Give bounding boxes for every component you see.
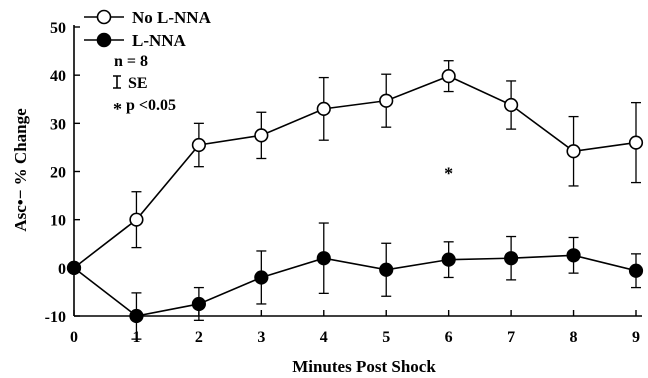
data-point-no-lnna — [628, 135, 644, 150]
y-tick-label: -10 — [45, 309, 66, 326]
data-point-no-lnna — [566, 144, 581, 159]
data-point-no-lnna — [191, 137, 206, 153]
x-tick-label: 7 — [507, 329, 515, 346]
significance-label: p <0.05 — [126, 97, 176, 114]
data-point-lnna — [191, 296, 206, 312]
y-tick-label: 40 — [50, 68, 66, 85]
x-tick-label: 6 — [445, 329, 453, 346]
x-tick-label: 0 — [70, 329, 78, 346]
data-point-lnna — [254, 270, 269, 285]
data-point-lnna — [129, 308, 144, 324]
axes — [73, 25, 642, 317]
x-tick-label: 9 — [632, 329, 640, 346]
data-point-lnna — [316, 251, 331, 266]
data-point-no-lnna — [254, 128, 269, 143]
series-line-lnna — [73, 254, 637, 317]
se-label: SE — [128, 75, 148, 92]
series-line-no-lnna — [73, 75, 637, 269]
se-bar-icon — [113, 75, 121, 89]
data-point-no-lnna — [129, 212, 144, 227]
x-tick-label: 2 — [195, 329, 203, 346]
legend-label-lnna: L-NNA — [132, 31, 187, 50]
significance-asterisk-icon: * — [113, 99, 122, 119]
data-point-lnna — [441, 252, 456, 267]
series-lines — [73, 75, 637, 317]
significance-marker: * — [444, 164, 453, 184]
data-points — [66, 69, 644, 324]
y-axis-title: Asc•− % Change — [11, 108, 30, 232]
x-tick-label: 8 — [570, 329, 578, 346]
data-point-no-lnna — [316, 101, 331, 116]
data-point-lnna — [566, 248, 581, 263]
y-tick-label: 10 — [50, 213, 66, 230]
data-point-no-lnna — [441, 69, 456, 84]
x-tick-label: 4 — [320, 329, 328, 346]
data-point-no-lnna — [379, 93, 394, 108]
x-tick-label: 5 — [382, 329, 390, 346]
legend-open-circle-icon — [96, 9, 112, 25]
x-axis-title: Minutes Post Shock — [292, 357, 436, 376]
legend: No L-NNA L-NNA n = 8 SE * p <0.05 — [84, 8, 212, 119]
y-tick-label: 30 — [50, 116, 66, 133]
data-point-lnna — [66, 260, 82, 275]
sample-size-note: n = 8 — [114, 53, 148, 70]
data-point-lnna — [504, 251, 519, 266]
legend-filled-circle-icon — [96, 32, 112, 48]
y-tick-label: 0 — [58, 261, 66, 278]
y-axis-ticks: -10 0 10 20 30 40 50 — [45, 20, 80, 326]
data-point-lnna — [628, 263, 644, 278]
legend-label-no-lnna: No L-NNA — [132, 8, 212, 27]
data-point-no-lnna — [504, 97, 519, 113]
y-tick-label: 50 — [50, 20, 66, 37]
data-point-lnna — [379, 262, 394, 277]
x-tick-label: 3 — [257, 329, 265, 346]
y-tick-label: 20 — [50, 165, 66, 182]
